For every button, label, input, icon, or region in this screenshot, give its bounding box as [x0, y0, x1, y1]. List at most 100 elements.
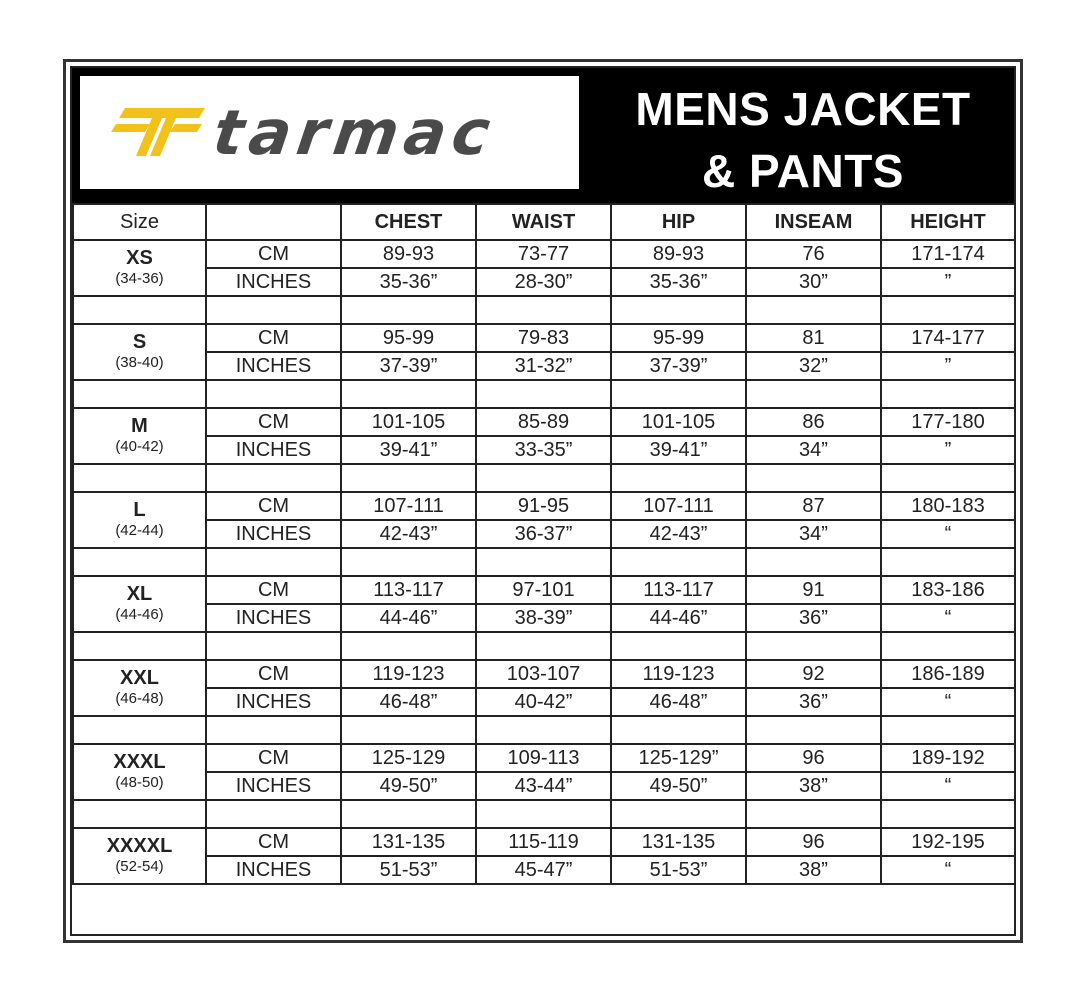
size-cell: XXXXL (52-54) — [72, 827, 207, 885]
table-row: XL (44-46) CM 113-117 97-101 113-117 91 183-186 — [72, 575, 1016, 633]
empty-cell — [475, 379, 612, 409]
inseam-cell: 96 — [745, 827, 882, 857]
spacer-row — [72, 463, 1016, 493]
size-label: M — [131, 415, 148, 437]
waist-cell: 33-35” — [475, 435, 612, 465]
empty-cell — [745, 631, 882, 661]
unit-cell: CM — [205, 575, 342, 605]
waist-cell: 85-89 — [475, 407, 612, 437]
empty-cell — [340, 715, 477, 745]
svg-text:tarmac: tarmac — [209, 96, 500, 169]
title-line-1: MENS JACKET — [635, 83, 971, 135]
empty-cell — [610, 547, 747, 577]
table-row: INCHES 46-48” 40-42” 46-48” 36” “ — [73, 687, 1016, 717]
hip-cell: 113-117 — [610, 575, 747, 605]
inseam-cell: 96 — [745, 743, 882, 773]
inseam-cell: 87 — [745, 491, 882, 521]
waist-cell: 31-32” — [475, 351, 612, 381]
header-waist: WAIST — [475, 203, 612, 241]
size-cell: XXXL (48-50) — [72, 743, 207, 801]
hip-cell: 44-46” — [610, 603, 747, 633]
empty-cell — [205, 715, 342, 745]
waist-cell: 91-95 — [475, 491, 612, 521]
empty-cell — [745, 547, 882, 577]
empty-cell — [205, 463, 342, 493]
hip-cell: 39-41” — [610, 435, 747, 465]
tarmac-logo-icon: tarmac — [111, 96, 500, 169]
chest-cell: 113-117 — [340, 575, 477, 605]
unit-cell: INCHES — [205, 855, 342, 885]
empty-cell — [745, 799, 882, 829]
unit-cell: INCHES — [205, 435, 342, 465]
header-inseam: INSEAM — [745, 203, 882, 241]
spacer-row — [72, 715, 1016, 745]
empty-cell — [745, 715, 882, 745]
empty-cell — [610, 379, 747, 409]
spacer-row — [72, 547, 1016, 577]
empty-cell — [72, 799, 207, 829]
inseam-cell: 91 — [745, 575, 882, 605]
hip-cell: 107-111 — [610, 491, 747, 521]
size-cell: XS (34-36) — [72, 239, 207, 297]
chest-cell: 44-46” — [340, 603, 477, 633]
header-hip: HIP — [610, 203, 747, 241]
hip-cell: 119-123 — [610, 659, 747, 689]
height-cell: 180-183 — [880, 491, 1016, 521]
hip-cell: 35-36” — [610, 267, 747, 297]
title-line-2: & PANTS — [702, 145, 904, 197]
waist-cell: 97-101 — [475, 575, 612, 605]
unit-cell: CM — [205, 239, 342, 269]
inseam-cell: 36” — [745, 603, 882, 633]
waist-cell: 73-77 — [475, 239, 612, 269]
chest-cell: 46-48” — [340, 687, 477, 717]
hip-cell: 125-129” — [610, 743, 747, 773]
empty-cell — [610, 295, 747, 325]
height-cell: “ — [880, 603, 1016, 633]
height-cell: 192-195 — [880, 827, 1016, 857]
chart-header: tarmac MENS JACKET & PANTS — [72, 68, 1014, 203]
empty-cell — [475, 547, 612, 577]
inseam-cell: 30” — [745, 267, 882, 297]
chest-cell: 35-36” — [340, 267, 477, 297]
table-row: INCHES 42-43” 36-37” 42-43” 34” “ — [73, 519, 1016, 549]
inseam-cell: 86 — [745, 407, 882, 437]
spacer-row — [72, 631, 1016, 661]
unit-cell: CM — [205, 491, 342, 521]
table-row: S (38-40) CM 95-99 79-83 95-99 81 174-177 — [72, 323, 1016, 381]
tarmac-logo: tarmac — [80, 76, 579, 189]
inseam-cell: 38” — [745, 771, 882, 801]
unit-cell: INCHES — [205, 351, 342, 381]
empty-cell — [610, 463, 747, 493]
unit-cell: CM — [205, 407, 342, 437]
size-label: XXXXL — [106, 835, 173, 857]
table-row: INCHES 37-39” 31-32” 37-39” 32”” — [73, 351, 1016, 381]
size-range: (44-46) — [115, 606, 164, 623]
inseam-cell: 36” — [745, 687, 882, 717]
chest-cell: 107-111 — [340, 491, 477, 521]
empty-cell — [610, 799, 747, 829]
unit-cell: INCHES — [205, 519, 342, 549]
empty-cell — [72, 379, 207, 409]
unit-cell: INCHES — [205, 267, 342, 297]
chest-cell: 125-129 — [340, 743, 477, 773]
empty-cell — [340, 799, 477, 829]
header-unit — [205, 203, 342, 241]
height-cell: “ — [880, 855, 1016, 885]
size-range: (38-40) — [115, 354, 164, 371]
table-row: INCHES 39-41” 33-35” 39-41” 34”” — [73, 435, 1016, 465]
chest-cell: 89-93 — [340, 239, 477, 269]
size-label: XS — [126, 247, 153, 269]
empty-cell — [205, 799, 342, 829]
waist-cell: 109-113 — [475, 743, 612, 773]
empty-cell — [610, 715, 747, 745]
table-row: INCHES 49-50” 43-44” 49-50” 38” “ — [73, 771, 1016, 801]
empty-cell — [610, 631, 747, 661]
height-cell: 174-177 — [880, 323, 1016, 353]
table-row: INCHES 35-36” 28-30” 35-36” 30”” — [73, 267, 1016, 297]
chest-cell: 51-53” — [340, 855, 477, 885]
size-chart-frame: tarmac MENS JACKET & PANTS Size CHEST WA… — [63, 59, 1023, 943]
inseam-cell: 32” — [745, 351, 882, 381]
waist-cell: 103-107 — [475, 659, 612, 689]
chest-cell: 37-39” — [340, 351, 477, 381]
height-cell: 186-189 — [880, 659, 1016, 689]
